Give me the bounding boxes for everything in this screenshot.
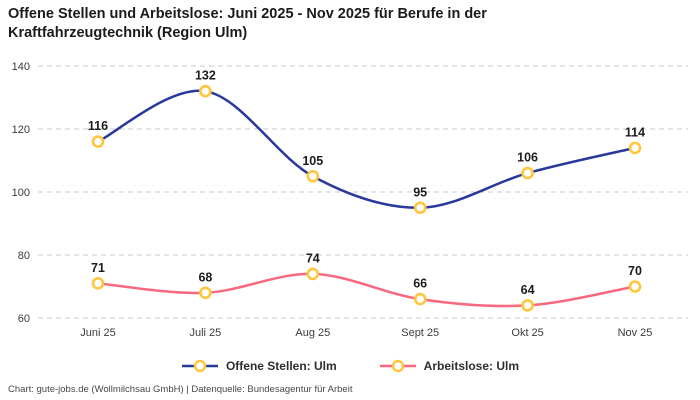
- legend-swatch-icon: [181, 359, 218, 373]
- y-tick-label: 120: [12, 124, 30, 136]
- x-tick-label: Okt 25: [511, 327, 543, 339]
- data-point-marker: [413, 201, 427, 215]
- legend-label: Arbeitslose: Ulm: [423, 359, 520, 373]
- x-tick-label: Juni 25: [80, 327, 115, 339]
- legend-item-1: Arbeitslose: Ulm: [379, 358, 519, 374]
- data-point-marker: [306, 169, 320, 183]
- chart-title: Offene Stellen und Arbeitslose: Juni 202…: [8, 6, 487, 42]
- x-tick-label: Sept 25: [401, 327, 439, 339]
- data-point-label: 66: [413, 277, 427, 291]
- x-tick-label: Aug 25: [295, 327, 330, 339]
- y-tick-label: 100: [12, 187, 30, 199]
- y-tick-label: 140: [12, 61, 30, 73]
- data-point-marker: [199, 84, 212, 98]
- data-point-label: 70: [628, 264, 642, 278]
- x-tick-label: Juli 25: [190, 327, 222, 339]
- legend-label: Offene Stellen: Ulm: [225, 359, 337, 373]
- legend-swatch-icon: [379, 359, 416, 373]
- chart-credit: Chart: gute-jobs.de (Wollmilchsau GmbH) …: [8, 384, 353, 395]
- line-chart: 60 80 100 120 140 Juni 25 Juli 25 Aug 25 Sept 25…: [12, 61, 688, 339]
- data-point-label: 95: [413, 185, 427, 199]
- data-point-label: 71: [91, 261, 105, 275]
- series-line-1: [96, 272, 637, 308]
- data-point-marker: [413, 292, 427, 306]
- data-point-marker: [628, 280, 642, 293]
- data-point-label: 132: [195, 69, 216, 83]
- data-point-label: 105: [302, 154, 323, 168]
- data-point-marker: [306, 267, 320, 281]
- series-line-0: [96, 89, 637, 210]
- data-point-marker: [521, 299, 534, 312]
- data-point-label: 64: [521, 283, 535, 297]
- data-point-marker: [91, 277, 105, 290]
- data-point-marker: [521, 166, 534, 180]
- y-tick-label: 80: [18, 250, 30, 262]
- chart-legend: Offene Stellen: Ulm Arbeitslose: Ulm: [0, 358, 700, 374]
- data-point-label: 114: [625, 125, 645, 139]
- data-point-label: 74: [306, 251, 320, 265]
- legend-item-0: Offene Stellen: Ulm: [181, 358, 337, 374]
- y-tick-label: 60: [18, 313, 30, 325]
- data-point-marker: [199, 286, 212, 300]
- data-point-marker: [91, 135, 105, 148]
- data-point-label: 68: [198, 270, 212, 284]
- data-point-label: 106: [517, 151, 538, 165]
- x-tick-label: Nov 25: [618, 327, 653, 339]
- data-point-marker: [628, 141, 642, 155]
- data-point-label: 116: [88, 119, 108, 133]
